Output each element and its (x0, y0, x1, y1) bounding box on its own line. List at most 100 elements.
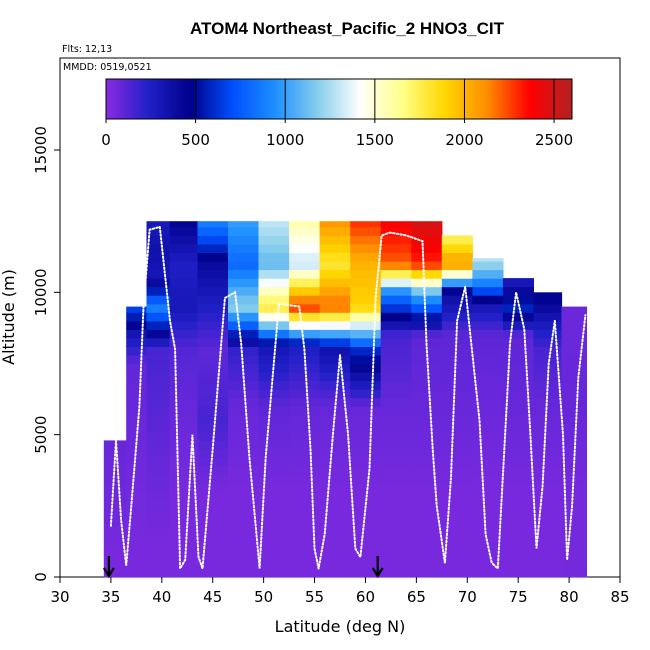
heatmap-cell (197, 221, 229, 228)
heatmap-cell (472, 320, 504, 330)
heatmap-cell (126, 500, 148, 510)
heatmap-cell (258, 397, 290, 407)
heatmap-cell (441, 466, 473, 476)
heatmap-cell (146, 329, 170, 339)
heatmap-cell (126, 355, 148, 365)
heatmap-cell (411, 226, 443, 236)
heatmap-cell (228, 295, 260, 305)
heatmap-cell (169, 235, 199, 245)
heatmap-cell (502, 559, 534, 569)
heatmap-cell (103, 508, 127, 518)
heatmap-cell (146, 261, 170, 271)
heatmap-cell (380, 226, 412, 236)
heatmap-cell (258, 320, 290, 330)
heatmap-cell (169, 380, 199, 390)
heatmap-cell (169, 278, 199, 288)
heatmap-cell (169, 252, 199, 262)
heatmap-cell (169, 261, 199, 271)
heatmap-cell (146, 389, 170, 399)
heatmap-cell (350, 431, 382, 441)
heatmap-cell (197, 363, 229, 373)
heatmap-cell (197, 235, 229, 245)
heatmap-cell (472, 389, 504, 399)
heatmap-cell (197, 466, 229, 476)
heatmap-cell (502, 525, 534, 535)
heatmap-cell (561, 423, 587, 433)
heatmap-cell (197, 474, 229, 484)
heatmap-cell (380, 355, 412, 365)
heatmap-cell (126, 363, 148, 373)
heatmap-cell (146, 483, 170, 493)
heatmap-cell (146, 320, 170, 330)
heatmap-cell (289, 337, 321, 347)
heatmap-cell (258, 491, 290, 501)
heatmap-cell (502, 372, 534, 382)
heatmap-cell (411, 525, 443, 535)
heatmap-cell (289, 320, 321, 330)
heatmap-cell (441, 568, 473, 578)
heatmap-cell (169, 508, 199, 518)
heatmap-cell (289, 406, 321, 416)
heatmap-cell (380, 363, 412, 373)
heatmap-cell (289, 372, 321, 382)
heatmap-cell (533, 397, 563, 407)
heatmap-cell (258, 500, 290, 510)
heatmap-cell (441, 483, 473, 493)
heatmap-cell (380, 329, 412, 339)
heatmap-cell (502, 312, 534, 322)
heatmap-cell (502, 355, 534, 365)
heatmap-cell (533, 312, 563, 322)
heatmap-cell (380, 491, 412, 501)
heatmap-cell (289, 474, 321, 484)
heatmap-cell (502, 303, 534, 313)
heatmap-cell (561, 397, 587, 407)
heatmap-cell (126, 542, 148, 552)
heatmap-cell (228, 397, 260, 407)
heatmap-cell (146, 406, 170, 416)
heatmap-cell (319, 508, 351, 518)
heatmap-cell (380, 431, 412, 441)
heatmap-cell (380, 474, 412, 484)
heatmap-cell (319, 252, 351, 262)
heatmap-cell (258, 508, 290, 518)
heatmap-cell (561, 380, 587, 390)
heatmap-cell (502, 431, 534, 441)
heatmap-cell (169, 243, 199, 253)
heatmap-cell (472, 337, 504, 347)
heatmap-cell (197, 355, 229, 365)
heatmap-cell (146, 355, 170, 365)
heatmap-cell (197, 380, 229, 390)
heatmap-cell (126, 491, 148, 501)
heatmap-cell (169, 406, 199, 416)
heatmap-cell (441, 542, 473, 552)
heatmap-cell (533, 491, 563, 501)
heatmap-cell (350, 355, 382, 365)
heatmap-cell (350, 235, 382, 245)
heatmap-cell (533, 568, 563, 578)
heatmap-cell (502, 491, 534, 501)
heatmap-cell (380, 295, 412, 305)
heatmap-cell (441, 363, 473, 373)
heatmap-cell (146, 346, 170, 356)
heatmap-cell (126, 466, 148, 476)
heatmap-cell (380, 380, 412, 390)
heatmap-cell (502, 346, 534, 356)
heatmap-cell (350, 221, 382, 228)
x-tick-label: 80 (560, 588, 579, 606)
colorbar: 0 500 1000 1500 2000 2500 (101, 78, 573, 149)
heatmap-cell (258, 542, 290, 552)
heatmap-cell (103, 500, 127, 510)
x-tick-label: 60 (356, 588, 375, 606)
heatmap-cell (533, 517, 563, 527)
heatmap-cell (228, 431, 260, 441)
heatmap-cell (103, 525, 127, 535)
heatmap-cell (103, 559, 127, 569)
heatmap-cell (169, 372, 199, 382)
heatmap-cell (103, 568, 127, 578)
heatmap-cell (146, 363, 170, 373)
heatmap-cell (441, 303, 473, 313)
heatmap-cell (228, 337, 260, 347)
heatmap-cell (561, 431, 587, 441)
heatmap-cell (258, 261, 290, 271)
